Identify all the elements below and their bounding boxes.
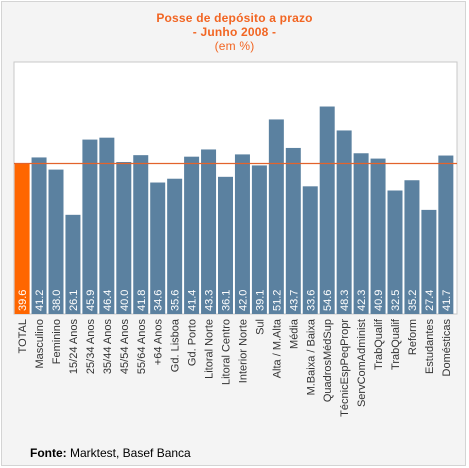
category-label-5: 35/44 Anos (102, 319, 114, 375)
category-label-15: Alta / M.Alta (271, 318, 283, 378)
category-label-23: Reform (407, 319, 419, 355)
value-label-22: 32.5 (390, 290, 402, 311)
bar-7 (133, 155, 149, 314)
category-label-6: 45/54 Anos (119, 319, 131, 375)
value-label-1: 41.2 (34, 290, 46, 311)
category-label-12: Litoral Centro (221, 319, 233, 385)
category-label-3: 15/24 Anos (68, 319, 80, 375)
category-label-13: Interior Norte (237, 319, 249, 383)
value-label-19: 48.3 (339, 290, 351, 311)
chart-unit: (em %) (214, 39, 255, 53)
source-note: Fonte: Marktest, Basef Banca (30, 446, 191, 460)
bar-24 (421, 209, 437, 314)
bar-19 (336, 130, 352, 314)
category-label-1: Masculino (34, 319, 46, 369)
bar-5 (99, 137, 115, 314)
value-label-8: 34.6 (153, 290, 165, 311)
chart-title: Posse de depósito a prazo (156, 11, 313, 25)
value-label-16: 43.7 (288, 290, 300, 311)
category-label-24: Estudantes (424, 319, 436, 375)
bar-3 (65, 214, 81, 314)
source-label: Fonte: (30, 446, 67, 460)
value-label-11: 43.3 (204, 290, 216, 311)
bar-16 (285, 147, 301, 314)
bar-12 (218, 176, 233, 314)
bar-11 (201, 149, 217, 314)
bar-13 (234, 154, 250, 314)
bar-10 (184, 156, 200, 314)
category-label-14: Sul (254, 319, 266, 335)
value-label-23: 35.2 (407, 290, 419, 311)
bar-4 (82, 139, 98, 314)
bar-25 (438, 155, 454, 314)
value-label-21: 40.9 (373, 290, 385, 311)
value-label-24: 27.4 (424, 290, 436, 311)
value-label-9: 35.6 (170, 290, 182, 311)
category-label-0: TOTAL (17, 319, 29, 353)
category-label-18: QuadrosMédSup (322, 319, 334, 402)
value-label-6: 40.0 (119, 290, 131, 311)
category-label-16: Média (288, 318, 300, 349)
category-label-19: TécnicEspPeqPropr (339, 319, 351, 417)
category-label-8: +64 Anos (153, 319, 165, 366)
category-label-17: M.Baixa / Baixa (305, 318, 317, 395)
value-label-5: 46.4 (102, 290, 114, 311)
value-label-12: 36.1 (221, 290, 233, 311)
value-label-18: 54.6 (322, 290, 334, 311)
bar-0 (14, 163, 30, 314)
bar-1 (31, 157, 47, 314)
value-label-17: 33.6 (305, 290, 317, 311)
value-label-14: 39.1 (254, 290, 266, 311)
bar-20 (353, 153, 369, 314)
value-label-10: 41.4 (187, 290, 199, 311)
value-label-3: 26.1 (68, 290, 80, 311)
bar-8 (150, 182, 166, 314)
value-label-7: 41.8 (136, 290, 148, 311)
bar-chart: 39.6 TOTAL 41.2 Masculino 38.0 Feminino 26.1 15… (13, 61, 458, 417)
value-label-2: 38.0 (51, 290, 63, 311)
category-label-25: Domésticas (441, 319, 453, 377)
value-label-0: 39.6 (17, 290, 29, 311)
bar-22 (387, 190, 403, 314)
source-text: Marktest, Basef Banca (70, 446, 191, 460)
category-label-4: 25/34 Anos (85, 319, 97, 375)
category-label-22: TrabQualif (390, 318, 402, 370)
category-label-9: Gd. Lisboa (170, 318, 182, 372)
value-label-25: 41.7 (441, 290, 453, 311)
value-label-13: 42.0 (237, 290, 249, 311)
category-label-7: 55/64 Anos (136, 319, 148, 375)
category-label-2: Feminino (51, 319, 63, 364)
bar-17 (302, 186, 318, 314)
category-label-11: Litoral Norte (204, 319, 216, 379)
chart-subtitle: - Junho 2008 - (192, 25, 277, 39)
bar-18 (319, 106, 335, 315)
category-label-20: ServComAdminist (356, 319, 368, 407)
category-label-10: Gd. Porto (187, 319, 199, 366)
bar-15 (268, 119, 284, 314)
bar-2 (48, 169, 64, 314)
bar-6 (116, 162, 132, 314)
bar-14 (251, 165, 267, 314)
value-label-15: 51.2 (271, 290, 283, 311)
bar-9 (167, 178, 183, 314)
value-label-4: 45.9 (85, 290, 97, 311)
category-label-21: TrabQualif (373, 318, 385, 370)
bar-23 (404, 180, 420, 314)
value-label-20: 42.3 (356, 290, 368, 311)
bar-21 (370, 158, 386, 314)
